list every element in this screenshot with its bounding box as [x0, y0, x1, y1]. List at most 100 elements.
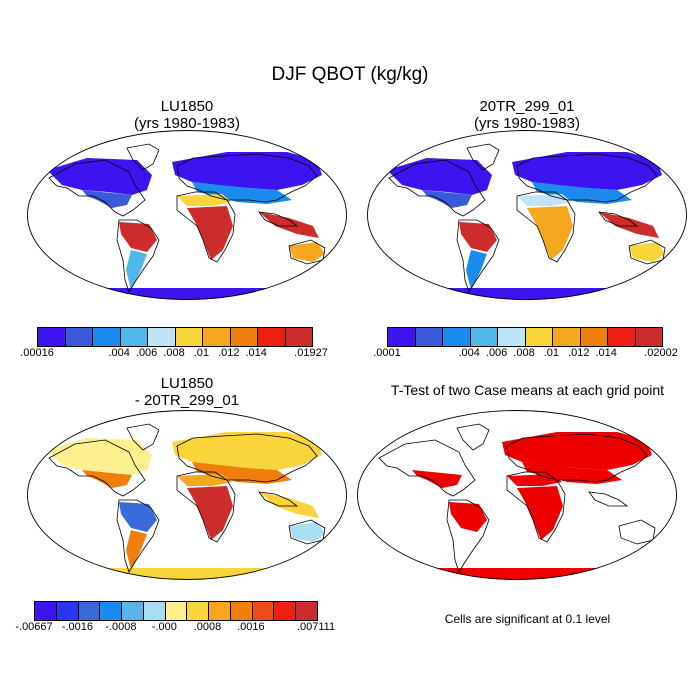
map-border [367, 130, 687, 300]
colorbar-tick-label: .014 [595, 347, 617, 359]
sig-antarctica [357, 568, 677, 580]
sahara-region [177, 194, 232, 206]
australia-region [289, 242, 325, 262]
colorbar-box [553, 328, 581, 346]
colorbar-tick-label: .0001 [373, 347, 401, 359]
maritime-continent-region [259, 212, 319, 238]
colorbar-box [498, 328, 526, 346]
na-north-region [47, 158, 152, 195]
colorbar-box [230, 328, 258, 346]
colorbar-tick-label: .0016 [237, 621, 265, 633]
na-south-region [82, 470, 132, 488]
colorbar-tick-label: .006 [485, 347, 508, 359]
colorbar-box [470, 328, 498, 346]
maritime-continent-region [599, 212, 659, 238]
antarctica-region [27, 288, 347, 300]
colorbar-box [230, 602, 253, 620]
panel-title-ttest: T-Test of two Case means at each grid po… [390, 382, 665, 398]
colorbar-tick-label: .004 [458, 347, 480, 359]
map-border [357, 410, 677, 580]
south-america-south-region [466, 250, 487, 290]
colorbar-difference [34, 601, 318, 621]
central-africa-region [527, 206, 573, 260]
colorbar-tick-label: .0008 [193, 621, 222, 633]
map-ttest [357, 410, 677, 580]
colorbar-box [415, 328, 443, 346]
colorbar-box [285, 328, 312, 346]
significance-note: Cells are significant at 0.1 level [444, 612, 611, 626]
sig-south-america [449, 502, 487, 532]
panel-title-20tr: 20TR_299_01 (yrs 1980-1983) [474, 98, 580, 132]
colorbar-tick-label: -.000 [151, 621, 177, 633]
colorbar-box [296, 602, 317, 620]
maritime-continent-region [259, 492, 319, 518]
sig-eurasia-mid [522, 462, 622, 484]
colorbar-box [78, 602, 101, 620]
colorbar-box [209, 602, 231, 620]
na-north-region [47, 438, 152, 475]
colorbar-box [608, 328, 636, 346]
colorbar-tick-label: .006 [135, 347, 158, 359]
colorbar-tick-label: .008 [513, 347, 535, 359]
na-north-region [387, 158, 492, 195]
antarctica-region [367, 288, 687, 300]
colorbar-box [165, 602, 188, 620]
colorbar-tick-label: .00016 [20, 347, 54, 359]
sahara-region [177, 474, 232, 486]
south-america-south-region [126, 250, 147, 290]
colorbar-tick-label: .004 [108, 347, 130, 359]
colorbar-box [38, 328, 66, 346]
australia-region [629, 242, 665, 262]
colorbar-box [143, 602, 166, 620]
antarctica-region [27, 568, 347, 580]
central-africa-region [187, 486, 233, 540]
colorbar-box [65, 328, 93, 346]
colorbar-tick-label: .01 [193, 347, 210, 359]
amazon-region [119, 222, 157, 252]
sahara-region [517, 194, 572, 206]
colorbar-tick-label: .01 [543, 347, 560, 359]
south-america-south-region [126, 530, 147, 570]
colorbar-box [122, 602, 144, 620]
sig-sahara [507, 474, 562, 486]
colorbar-tick-label: .012 [568, 347, 590, 359]
map-difference [27, 410, 347, 580]
colorbar-box [635, 328, 662, 346]
na-south-region [82, 190, 132, 208]
colorbar-box [274, 602, 297, 620]
sig-eurasia-north [502, 432, 652, 470]
map-lu1850 [27, 130, 347, 300]
colorbar-box [56, 602, 79, 620]
map-border [27, 410, 347, 580]
sig-na-south [412, 470, 462, 488]
colorbar-box [148, 328, 176, 346]
colorbar-tick-label: -.0008 [105, 621, 137, 633]
australia-region [289, 522, 325, 542]
colorbar-tick-label: .014 [245, 347, 267, 359]
eurasia-north-region [172, 152, 322, 190]
colorbar-tick-label: .008 [163, 347, 185, 359]
na-south-region [422, 190, 472, 208]
colorbar-box [525, 328, 553, 346]
colorbar-tick-label: .02002 [644, 347, 678, 359]
colorbar-box [580, 328, 608, 346]
colorbar-box [175, 328, 203, 346]
colorbar-tick-label: .012 [218, 347, 240, 359]
colorbar-tick-label: .007111 [296, 621, 336, 633]
sig-central-africa [517, 486, 563, 540]
amazon-region [119, 502, 157, 532]
colorbar-tick-label: -.00667 [15, 621, 53, 633]
colorbar-box [443, 328, 471, 346]
eurasia-mid-region [192, 462, 292, 484]
amazon-region [459, 222, 497, 252]
colorbar-box [252, 602, 275, 620]
map-border [27, 130, 347, 300]
eurasia-north-region [512, 152, 662, 190]
colorbar-box [388, 328, 416, 346]
panel-title-difference: LU1850 - 20TR_299_01 [134, 375, 240, 409]
eurasia-mid-region [532, 182, 632, 204]
eurasia-mid-region [192, 182, 292, 204]
colorbar-box [35, 602, 57, 620]
main-title: DJF QBOT (kg/kg) [271, 64, 429, 85]
colorbar-box [187, 602, 210, 620]
